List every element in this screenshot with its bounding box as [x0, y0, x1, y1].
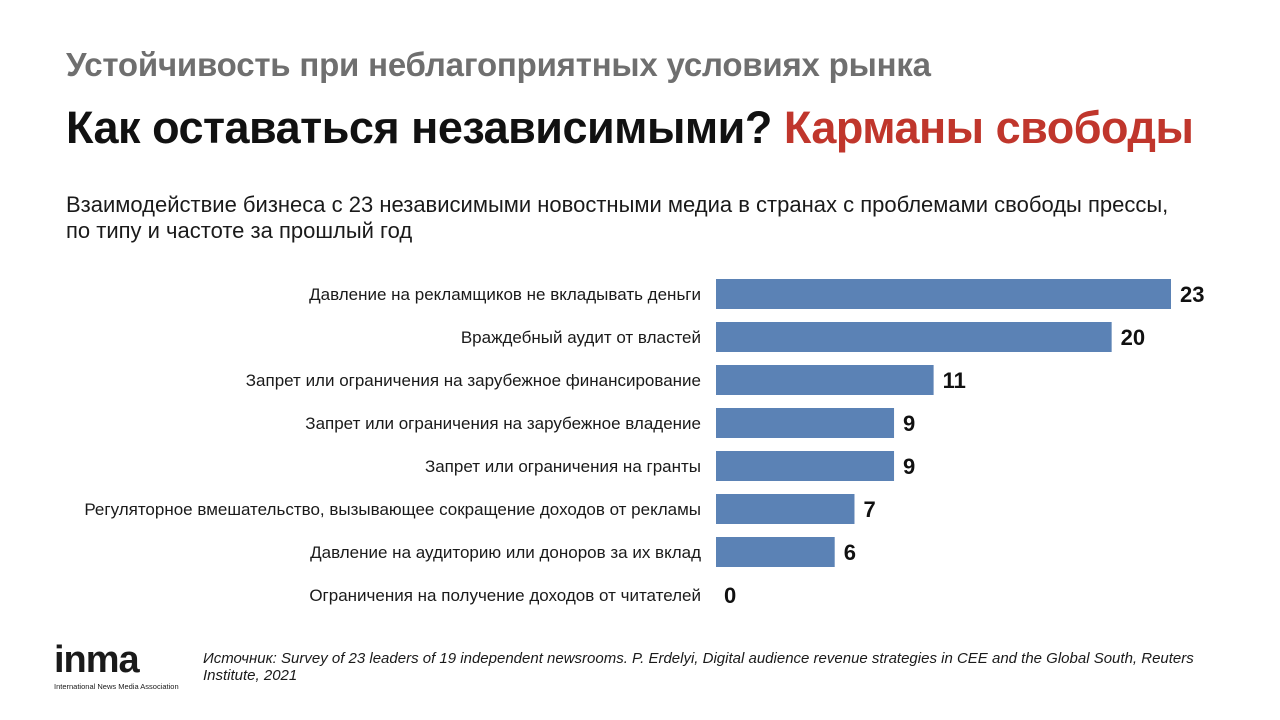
value-label: 6: [844, 540, 856, 565]
bar-chart: Давление на рекламщиков не вкладывать де…: [84, 279, 1204, 608]
chart-subtitle: Взаимодействие бизнеса с 23 независимыми…: [66, 192, 1169, 243]
value-label: 9: [903, 454, 915, 479]
bar: [716, 365, 934, 395]
value-label: 20: [1121, 325, 1145, 350]
category-label: Ограничения на получение доходов от чита…: [309, 586, 701, 605]
category-label: Запрет или ограничения на гранты: [425, 457, 701, 476]
bar: [716, 408, 895, 438]
footer: inma International News Media Associatio…: [0, 640, 1280, 700]
bar: [716, 451, 895, 481]
value-label: 7: [863, 497, 875, 522]
value-label: 9: [903, 411, 915, 436]
category-label: Давление на рекламщиков не вкладывать де…: [309, 285, 701, 304]
value-label: 0: [724, 583, 736, 608]
source-note: Источник: Survey of 23 leaders of 19 ind…: [203, 650, 1194, 684]
value-label: 11: [943, 368, 966, 393]
bar: [716, 322, 1112, 352]
logo-wordmark: inma: [54, 639, 140, 681]
category-label: Враждебный аудит от властей: [461, 328, 701, 347]
bar: [716, 537, 835, 567]
category-label: Запрет или ограничения на зарубежное фин…: [246, 371, 701, 390]
logo-subtitle: International News Media Association: [54, 682, 179, 691]
category-label: Регуляторное вмешательство, вызывающее с…: [84, 500, 701, 519]
headline-main: Как оставаться независимыми?: [66, 102, 772, 153]
bar: [716, 494, 855, 524]
category-label: Давление на аудиторию или доноров за их …: [310, 543, 701, 562]
headline: Как оставаться независимыми? Карманы сво…: [66, 102, 1194, 154]
category-label: Запрет или ограничения на зарубежное вла…: [305, 414, 701, 433]
supertitle: Устойчивость при неблагоприятных условия…: [66, 46, 931, 83]
value-label: 23: [1180, 282, 1204, 307]
headline-accent: Карманы свободы: [783, 102, 1194, 153]
bar: [716, 279, 1171, 309]
inma-logo: inma International News Media Associatio…: [54, 640, 184, 692]
